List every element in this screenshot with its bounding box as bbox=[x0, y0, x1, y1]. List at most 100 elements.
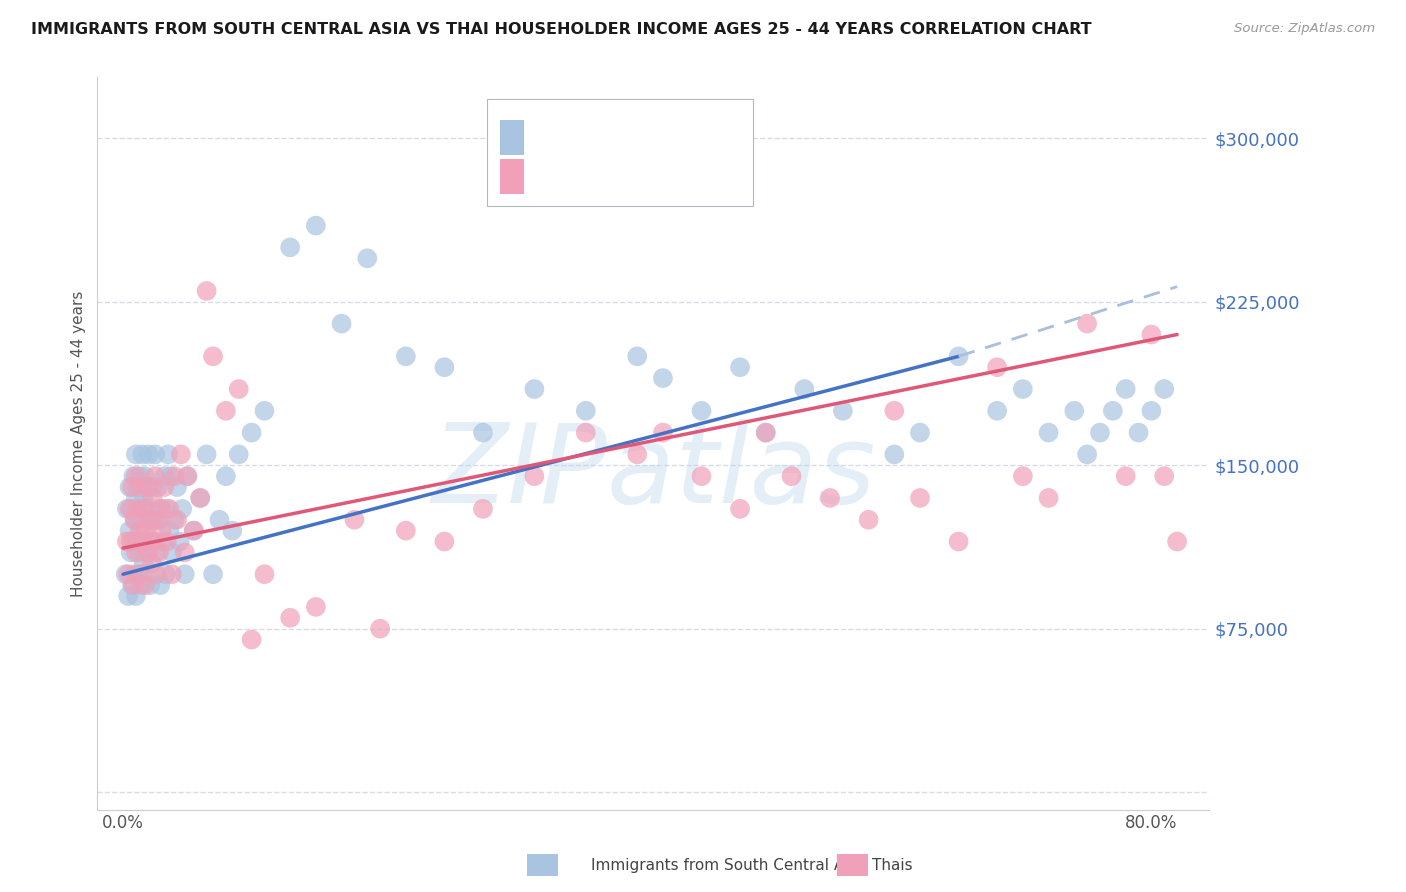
Point bbox=[1076, 447, 1098, 461]
Point bbox=[125, 589, 148, 603]
Point bbox=[142, 534, 165, 549]
Point bbox=[120, 534, 142, 549]
Point bbox=[305, 219, 328, 233]
Point bbox=[131, 447, 153, 461]
Point bbox=[202, 567, 225, 582]
Point bbox=[330, 317, 353, 331]
Point bbox=[728, 360, 751, 375]
Point bbox=[1011, 469, 1033, 483]
Point bbox=[152, 534, 174, 549]
Point bbox=[183, 524, 205, 538]
FancyBboxPatch shape bbox=[501, 120, 524, 155]
Point bbox=[138, 480, 160, 494]
Point bbox=[124, 567, 146, 582]
Point bbox=[690, 404, 713, 418]
Text: R =: R = bbox=[540, 169, 574, 184]
Point bbox=[125, 545, 148, 559]
Point bbox=[128, 469, 150, 483]
Point bbox=[195, 284, 218, 298]
FancyBboxPatch shape bbox=[501, 159, 524, 194]
Point bbox=[188, 491, 211, 505]
Point bbox=[1038, 491, 1060, 505]
Point bbox=[153, 480, 176, 494]
Point bbox=[472, 425, 495, 440]
Point bbox=[129, 480, 152, 494]
Point bbox=[131, 534, 153, 549]
Text: Source: ZipAtlas.com: Source: ZipAtlas.com bbox=[1234, 22, 1375, 36]
Point bbox=[142, 491, 165, 505]
Point bbox=[948, 534, 970, 549]
Point bbox=[118, 480, 141, 494]
Point bbox=[395, 524, 418, 538]
Point bbox=[858, 513, 880, 527]
Point bbox=[139, 501, 162, 516]
Point bbox=[173, 567, 195, 582]
Text: 113: 113 bbox=[689, 169, 720, 184]
Point bbox=[157, 447, 180, 461]
Point bbox=[1076, 317, 1098, 331]
Point bbox=[395, 349, 418, 363]
Point bbox=[1063, 404, 1085, 418]
Point bbox=[150, 524, 173, 538]
Point bbox=[305, 599, 328, 614]
Point bbox=[1038, 425, 1060, 440]
Point bbox=[195, 447, 218, 461]
Point bbox=[163, 469, 186, 483]
Text: IMMIGRANTS FROM SOUTH CENTRAL ASIA VS THAI HOUSEHOLDER INCOME AGES 25 - 44 YEARS: IMMIGRANTS FROM SOUTH CENTRAL ASIA VS TH… bbox=[31, 22, 1091, 37]
Point bbox=[780, 469, 803, 483]
Point bbox=[118, 524, 141, 538]
Point bbox=[124, 513, 146, 527]
Point bbox=[132, 557, 155, 571]
Point bbox=[652, 371, 675, 385]
Point bbox=[1153, 469, 1175, 483]
Point bbox=[166, 513, 188, 527]
Point bbox=[176, 469, 198, 483]
Point bbox=[157, 501, 180, 516]
Point bbox=[1101, 404, 1123, 418]
Point bbox=[575, 404, 598, 418]
Point bbox=[163, 513, 186, 527]
Point bbox=[818, 491, 841, 505]
Point bbox=[117, 567, 139, 582]
Point bbox=[146, 513, 169, 527]
Point bbox=[1115, 469, 1137, 483]
Point bbox=[188, 491, 211, 505]
Point bbox=[793, 382, 815, 396]
Point bbox=[156, 534, 179, 549]
Text: N =: N = bbox=[626, 169, 673, 184]
Point bbox=[343, 513, 366, 527]
Point bbox=[125, 447, 148, 461]
Point bbox=[136, 545, 159, 559]
Point bbox=[135, 524, 157, 538]
Point bbox=[149, 578, 172, 592]
Point bbox=[121, 480, 143, 494]
Text: 136: 136 bbox=[689, 130, 721, 145]
Point bbox=[146, 480, 169, 494]
Point bbox=[142, 513, 165, 527]
Point bbox=[215, 404, 238, 418]
Point bbox=[114, 567, 136, 582]
Point bbox=[143, 469, 166, 483]
Point bbox=[139, 513, 162, 527]
Point bbox=[143, 447, 166, 461]
Point bbox=[1088, 425, 1111, 440]
Point bbox=[170, 447, 193, 461]
Y-axis label: Householder Income Ages 25 - 44 years: Householder Income Ages 25 - 44 years bbox=[72, 290, 86, 597]
Point bbox=[228, 382, 250, 396]
Point bbox=[135, 501, 157, 516]
Point bbox=[145, 567, 167, 582]
Point bbox=[160, 545, 183, 559]
Point bbox=[883, 404, 905, 418]
Text: R =: R = bbox=[540, 130, 574, 145]
Point bbox=[278, 240, 301, 254]
Point bbox=[153, 469, 176, 483]
Point bbox=[122, 534, 145, 549]
Point bbox=[141, 557, 163, 571]
Point bbox=[202, 349, 225, 363]
Point bbox=[159, 469, 181, 483]
Point bbox=[135, 567, 157, 582]
Point bbox=[356, 252, 378, 266]
Text: 0.389: 0.389 bbox=[585, 130, 633, 145]
Point bbox=[141, 534, 163, 549]
Point bbox=[125, 491, 148, 505]
